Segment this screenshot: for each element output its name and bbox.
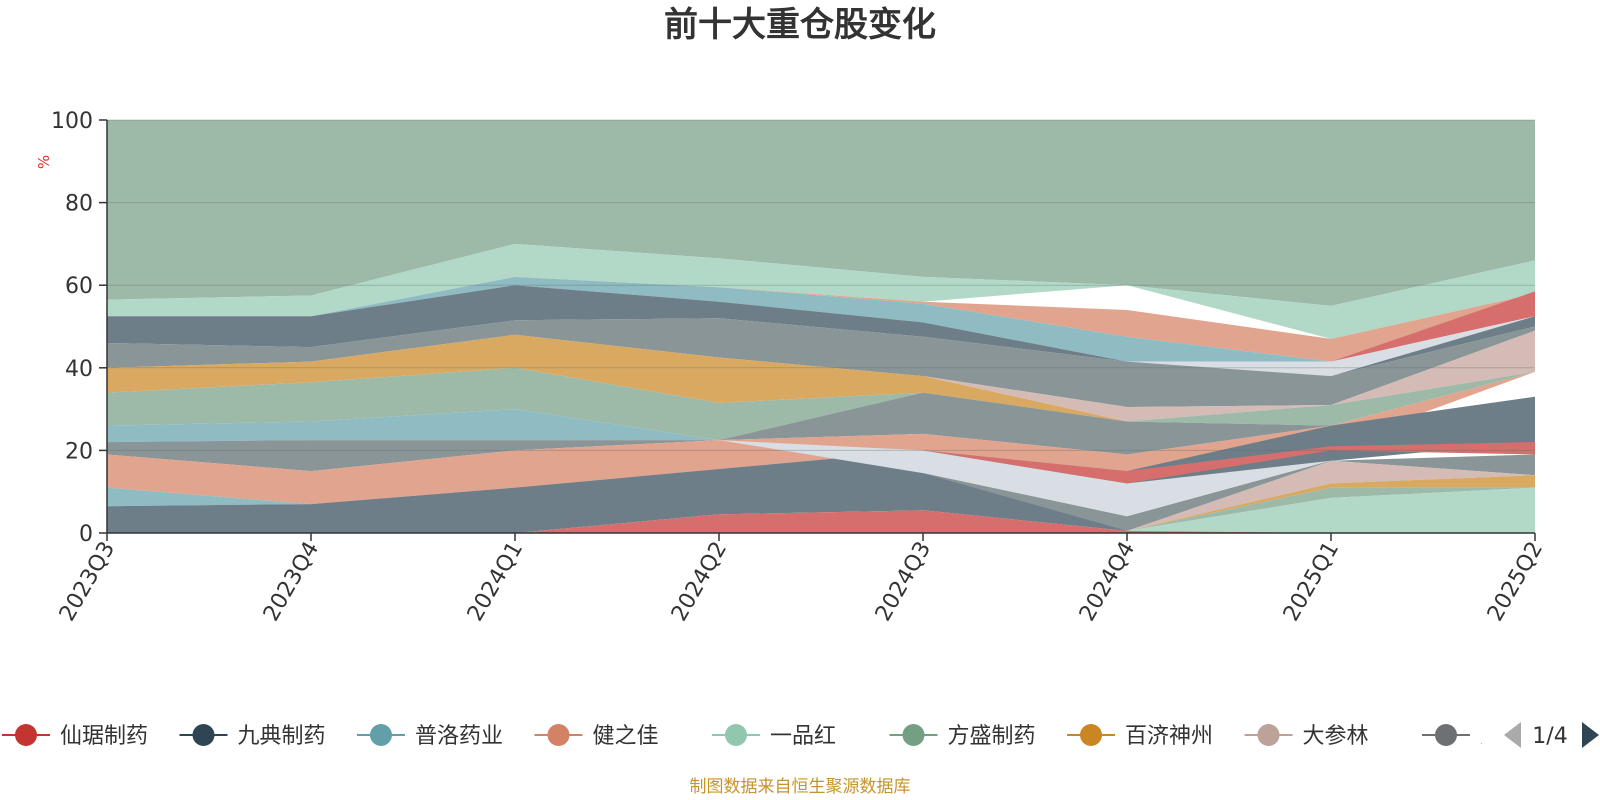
legend-item[interactable]: 九典制药 — [179, 724, 326, 749]
legend-label: 普洛药业 — [415, 724, 503, 749]
legend-marker — [725, 724, 747, 746]
legend-item[interactable]: 仙琚制药 — [2, 724, 148, 749]
triangle-right-icon[interactable] — [1582, 722, 1599, 748]
legend-item[interactable]: 百济神州 — [1067, 724, 1213, 749]
area-band-12 — [107, 371, 1535, 443]
legend-page-indicator: 1/4 — [1532, 724, 1567, 749]
legend-item[interactable]: 健之佳 — [534, 724, 659, 749]
grid-lines — [107, 119, 1535, 451]
legend-marker — [370, 724, 392, 746]
area-band-19 — [107, 454, 1535, 533]
legend-label: 百济神州 — [1125, 724, 1213, 749]
legend-marker — [1257, 724, 1280, 746]
x-tick-label: 2024Q2 — [667, 538, 732, 626]
y-tick-label: 60 — [65, 274, 93, 299]
legend-label: 健之佳 — [593, 724, 659, 749]
y-axis-ticks: 0 20 40 60 80 100 — [51, 109, 107, 547]
area-band-10 — [107, 334, 1535, 422]
legend: 仙琚制药 九典制药 普洛药业 健之佳 一品红 方盛制药 百济神州 大参林 贝达药业 — [2, 724, 1568, 749]
legend-items: 仙琚制药 九典制药 普洛药业 健之佳 一品红 方盛制药 百济神州 大参林 贝达药业 — [2, 724, 1568, 749]
area-band-14 — [107, 371, 1535, 505]
area-band-21 — [107, 475, 1535, 533]
legend-item[interactable]: 一品红 — [712, 724, 836, 749]
legend-item[interactable]: 贝达药业 — [1422, 724, 1568, 749]
y-tick-label: 20 — [65, 439, 93, 464]
legend-item[interactable]: 方盛制药 — [889, 724, 1036, 749]
x-tick-label: 2023Q4 — [259, 538, 324, 626]
legend-label: 方盛制药 — [948, 724, 1036, 749]
legend-label: 一品红 — [770, 724, 836, 749]
area-band-20 — [107, 460, 1535, 533]
legend-marker — [547, 724, 570, 746]
y-tick-label: 80 — [65, 192, 93, 217]
legend-label: 大参林 — [1303, 724, 1369, 749]
x-tick-label: 2023Q3 — [55, 538, 120, 626]
area-band-2 — [107, 243, 1535, 339]
legend-item[interactable]: 大参林 — [1244, 724, 1369, 749]
y-tick-label: 0 — [79, 522, 93, 547]
x-tick-label: 2024Q3 — [871, 538, 936, 626]
triangle-left-icon[interactable] — [1504, 722, 1521, 748]
legend-marker — [192, 724, 215, 746]
area-bands — [107, 120, 1535, 533]
area-band-7 — [107, 285, 1535, 377]
area-band-23 — [107, 487, 1535, 533]
legend-label: 九典制药 — [238, 724, 326, 749]
area-band-24 — [107, 510, 1535, 533]
x-tick-label: 2025Q1 — [1279, 538, 1344, 626]
legend-marker — [1080, 724, 1102, 746]
legend-marker — [15, 724, 37, 746]
area-band-22 — [107, 487, 1535, 533]
legend-marker — [902, 724, 925, 746]
legend-label: 贝达药业 — [1480, 724, 1568, 749]
area-band-1 — [107, 120, 1535, 306]
area-band-18 — [107, 440, 1535, 533]
data-source-note: 制图数据来自恒生聚源数据库 — [690, 777, 911, 797]
axes — [106, 120, 1535, 534]
area-band-11 — [107, 367, 1535, 441]
legend-pager: 1/4 — [1504, 722, 1599, 749]
legend-item[interactable]: 普洛药业 — [357, 724, 503, 749]
legend-label: 仙琚制药 — [60, 724, 148, 749]
y-tick-label: 100 — [51, 109, 93, 134]
x-tick-label: 2024Q1 — [463, 538, 528, 626]
y-tick-label: 40 — [65, 357, 93, 382]
y-axis-unit: % — [35, 155, 53, 169]
chart-title: 前十大重仓股变化 — [664, 5, 936, 45]
area-band-3 — [107, 276, 1535, 362]
x-tick-label: 2025Q2 — [1483, 538, 1548, 626]
area-band-8 — [107, 318, 1535, 407]
legend-marker — [1435, 724, 1457, 746]
area-band-13 — [107, 371, 1535, 472]
x-axis-ticks: 2023Q3 2023Q4 2024Q1 2024Q2 2024Q3 2024Q4 2025… — [55, 533, 1548, 626]
x-tick-label: 2024Q4 — [1075, 538, 1140, 626]
